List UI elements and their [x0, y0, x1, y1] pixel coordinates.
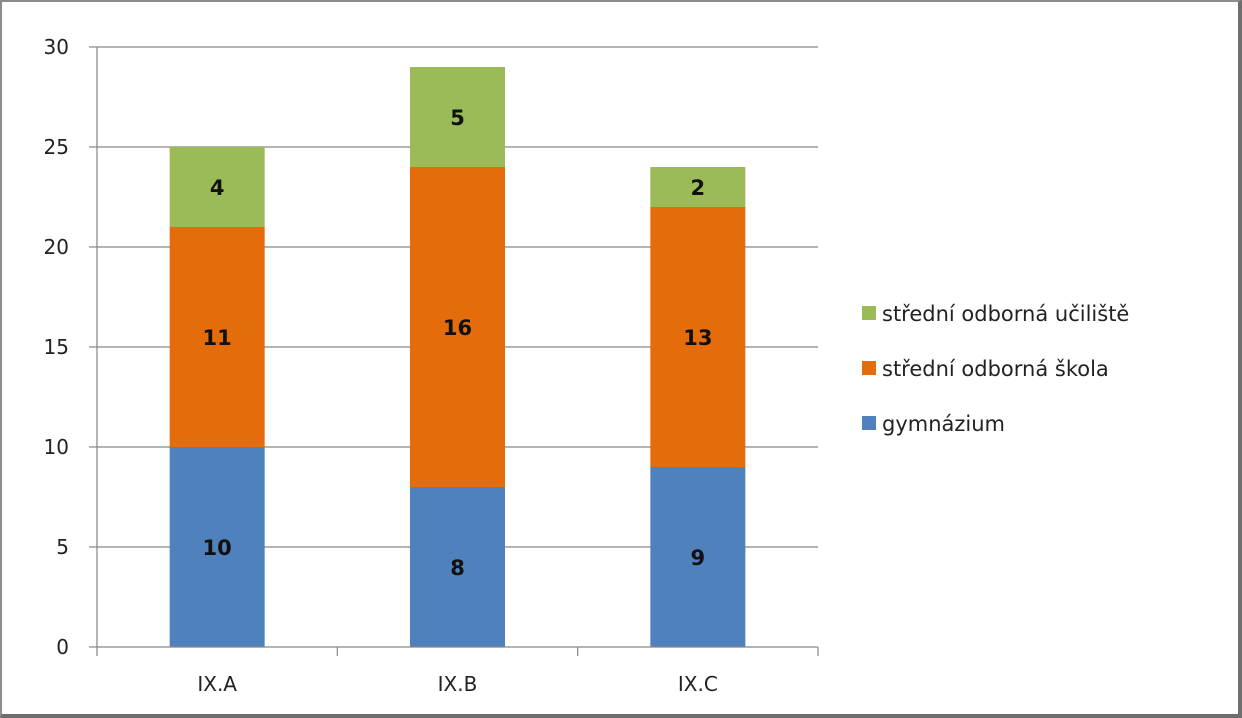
y-tick-label: 25: [44, 135, 69, 159]
legend-swatch: [862, 306, 876, 320]
data-label: 10: [203, 536, 232, 560]
y-tick-label: 30: [44, 35, 69, 59]
x-tick-label: IX.C: [678, 672, 718, 696]
y-tick-label: 10: [44, 435, 69, 459]
y-tick-label: 0: [56, 635, 69, 659]
y-tick-label: 5: [56, 535, 69, 559]
bar-segment: [169, 147, 265, 227]
bar-segment: [410, 487, 505, 647]
data-label: 16: [443, 316, 472, 340]
data-label: 8: [450, 556, 465, 580]
bar-segment: [410, 167, 505, 487]
y-tick-label: 20: [44, 235, 69, 259]
bar-segment: [650, 207, 746, 467]
legend-label: střední odborná učiliště: [882, 302, 1129, 326]
data-label: 2: [691, 176, 706, 200]
bar-segment: [650, 467, 746, 647]
bar-segment: [410, 67, 505, 167]
data-label: 4: [210, 176, 225, 200]
legend-label: střední odborná škola: [882, 357, 1109, 381]
legend-label: gymnázium: [882, 412, 1005, 436]
y-tick-label: 15: [44, 335, 69, 359]
bar-segment: [169, 447, 265, 647]
legend-swatch: [862, 416, 876, 430]
x-tick-label: IX.B: [438, 672, 478, 696]
bar-segment: [169, 227, 265, 447]
data-label: 5: [450, 106, 465, 130]
bar-segment: [650, 167, 746, 207]
x-tick-label: IX.A: [197, 672, 237, 696]
legend-swatch: [862, 361, 876, 375]
data-label: 11: [203, 326, 232, 350]
data-label: 13: [683, 326, 712, 350]
data-label: 9: [691, 546, 706, 570]
